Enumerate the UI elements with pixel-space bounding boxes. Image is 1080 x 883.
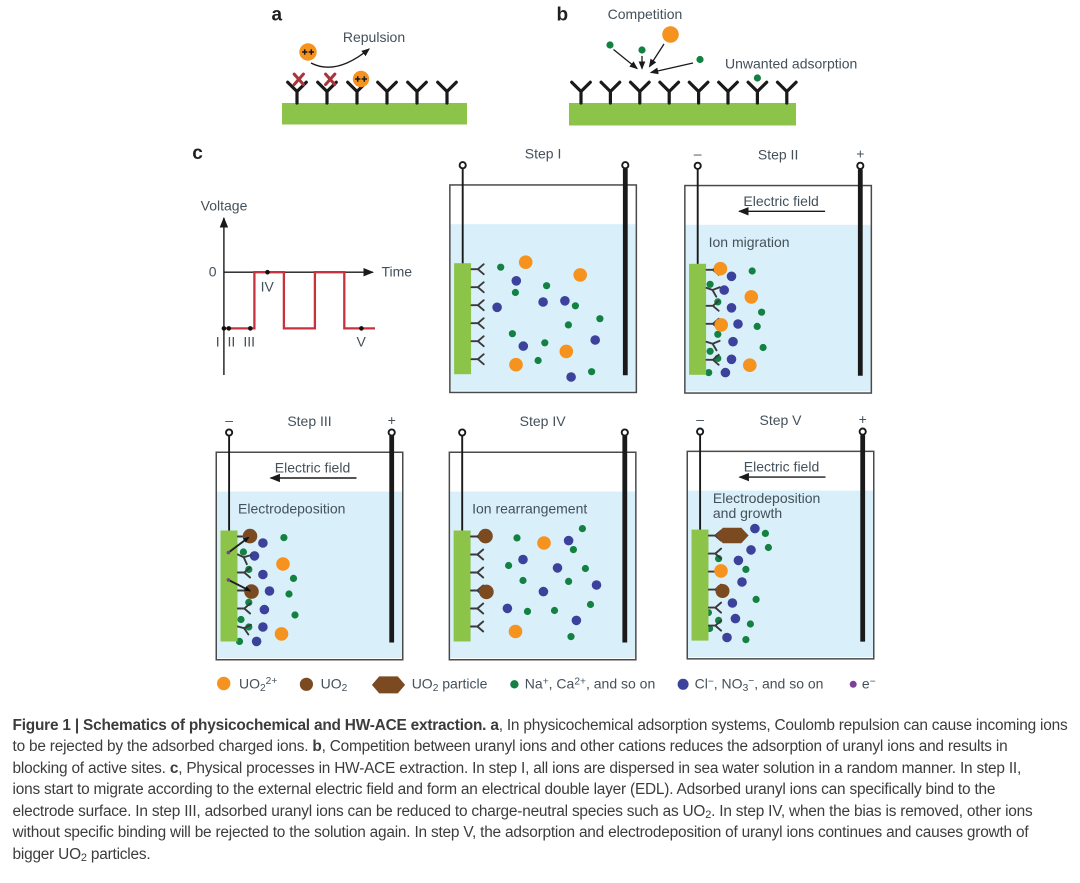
svg-text:+: + <box>388 412 396 428</box>
svg-text:UO2: UO2 <box>321 676 348 695</box>
svg-text:Unwanted adsorption: Unwanted adsorption <box>725 56 857 72</box>
svg-text:Step III: Step III <box>287 413 331 429</box>
svg-text:I: I <box>216 334 220 350</box>
svg-text:and growth: and growth <box>713 505 782 521</box>
svg-text:–: – <box>696 411 704 427</box>
svg-text:Cl−, NO3−, and so on: Cl−, NO3−, and so on <box>695 675 824 694</box>
svg-text:UO22+: UO22+ <box>239 676 277 695</box>
svg-text:Voltage: Voltage <box>201 198 248 214</box>
svg-text:–: – <box>225 412 233 428</box>
svg-text:Step V: Step V <box>759 412 802 428</box>
svg-text:Ion migration: Ion migration <box>709 234 790 250</box>
svg-text:III: III <box>243 334 255 350</box>
svg-text:Na+, Ca2+, and so on: Na+, Ca2+, and so on <box>525 676 655 692</box>
svg-text:–: – <box>694 145 702 161</box>
svg-text:Electrodeposition: Electrodeposition <box>713 490 820 506</box>
svg-text:e−: e− <box>862 676 876 692</box>
svg-text:Time: Time <box>382 264 413 280</box>
svg-text:Step I: Step I <box>525 146 562 162</box>
svg-text:+: + <box>859 411 867 427</box>
svg-text:V: V <box>357 334 367 350</box>
svg-text:Step II: Step II <box>758 146 798 162</box>
svg-text:b: b <box>557 5 569 26</box>
svg-text:Electrodeposition: Electrodeposition <box>238 501 345 517</box>
svg-text:Ion rearrangement: Ion rearrangement <box>472 501 587 517</box>
svg-text:a: a <box>272 5 283 26</box>
svg-text:c: c <box>192 143 203 164</box>
svg-text:Repulsion: Repulsion <box>343 29 405 45</box>
svg-text:+: + <box>856 145 864 161</box>
svg-text:IV: IV <box>261 279 275 295</box>
svg-text:Competition: Competition <box>608 6 683 22</box>
svg-text:0: 0 <box>209 264 217 280</box>
svg-text:Step IV: Step IV <box>520 413 567 429</box>
svg-text:II: II <box>228 334 236 350</box>
svg-text:UO2 particle: UO2 particle <box>412 676 488 695</box>
